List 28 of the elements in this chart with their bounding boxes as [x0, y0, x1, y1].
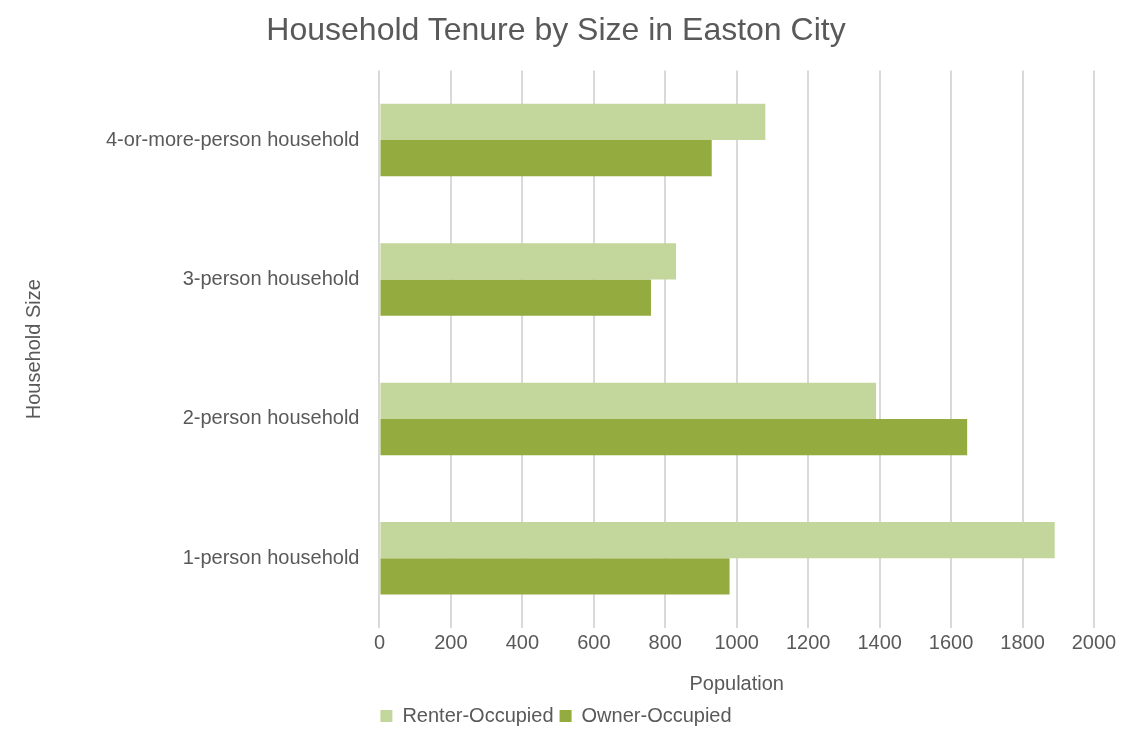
x-tick-label: 200 [434, 630, 468, 653]
bar [380, 243, 676, 280]
bar [380, 279, 651, 316]
x-axis-title: Population [689, 671, 784, 694]
bar [380, 558, 730, 595]
bar [380, 140, 712, 177]
legend-label: Owner-Occupied [581, 703, 732, 726]
x-tick-label: 1000 [714, 630, 759, 653]
y-tick-label: 3-person household [182, 267, 360, 290]
y-tick-label: 2-person household [182, 406, 360, 429]
y-axis-title: Household Size [21, 279, 44, 420]
x-tick-label: 800 [648, 630, 682, 653]
bar [380, 382, 877, 419]
x-tick-label: 2000 [1071, 630, 1117, 653]
x-tick-label: 1800 [1000, 630, 1045, 653]
x-tick-label: 1200 [785, 630, 831, 653]
bar [380, 522, 1055, 559]
x-tick-label: 600 [577, 630, 611, 653]
bar [380, 418, 968, 456]
x-tick-label: 1400 [857, 630, 902, 653]
y-tick-label: 4-or-more-person household [106, 127, 360, 150]
bar [380, 103, 766, 141]
legend-label: Renter-Occupied [402, 703, 554, 726]
x-tick-label: 0 [373, 630, 386, 653]
y-tick-label: 1-person household [182, 545, 360, 568]
x-tick-label: 400 [505, 630, 540, 653]
chart-title: Household Tenure by Size in Easton City [266, 11, 846, 48]
x-tick-label: 1600 [928, 630, 974, 653]
